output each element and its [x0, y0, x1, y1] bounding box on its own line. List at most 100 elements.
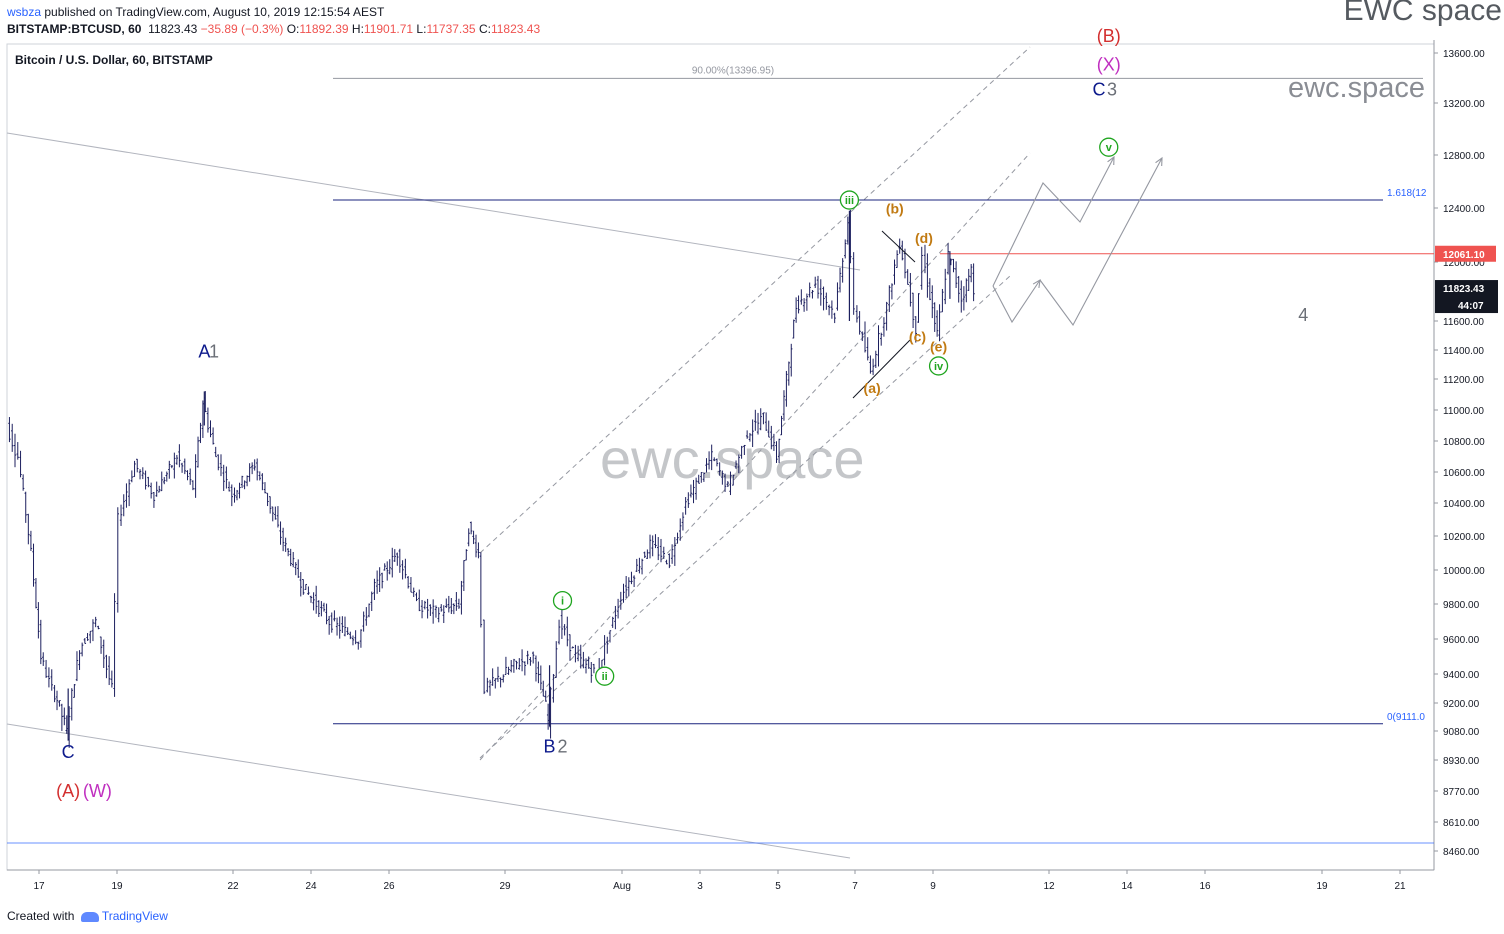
x-tick-label: 16 [1199, 881, 1211, 892]
chart-legend-title: Bitcoin / U.S. Dollar, 60, BITSTAMP [15, 53, 213, 67]
y-tick-label: 12800.00 [1443, 151, 1485, 162]
lower-trendline [6, 723, 851, 859]
upper-trendline [6, 132, 861, 271]
y-tick-label: 9080.00 [1443, 727, 1480, 738]
fib-label-0: 0(9111.0 [1387, 712, 1425, 723]
wave-label: (B) [1097, 26, 1121, 46]
y-tick-label: 10200.00 [1443, 532, 1485, 543]
wave-label: C [1093, 80, 1106, 100]
resistance-price-label: 12061.10 [1443, 250, 1485, 261]
symbol-label: BITSTAMP:BTCUSD, 60 [7, 22, 142, 36]
x-tick-label: Aug [613, 881, 631, 892]
y-tick-label: 10800.00 [1443, 437, 1485, 448]
last-price: 11823.43 [148, 22, 198, 36]
projection-path-2b [1039, 157, 1163, 327]
low-value: 11737.35 [426, 22, 476, 36]
wave-circle [839, 190, 860, 210]
tradingview-logo-icon[interactable] [80, 911, 99, 922]
high-label: H: [351, 22, 364, 36]
bar-countdown: 44:07 [1458, 301, 1484, 312]
projection-path-1 [992, 156, 1115, 287]
publisher-username[interactable]: wsbza [7, 5, 42, 19]
y-tick-label: 8930.00 [1443, 756, 1480, 767]
x-tick-label: 21 [1394, 881, 1406, 892]
chart-header: wsbza published on TradingView.com, Augu… [0, 0, 1504, 44]
y-tick-label: 9600.00 [1443, 635, 1480, 646]
y-tick-label: 10000.00 [1443, 566, 1485, 577]
brand-title: EWC space [1343, 0, 1502, 27]
y-tick-label: 10600.00 [1443, 468, 1485, 479]
publish-info: wsbza published on TradingView.com, Augu… [7, 5, 384, 19]
channel-lower [479, 275, 1011, 759]
x-tick-label: 14 [1121, 881, 1133, 892]
y-tick-label: 9400.00 [1443, 670, 1480, 681]
channel-upper [479, 46, 1031, 554]
subwave-label: (e) [930, 338, 947, 354]
wave-circle [552, 590, 573, 611]
projection-path-1-head [1107, 155, 1115, 166]
y-tick-label: 8770.00 [1443, 787, 1480, 798]
fib-label-90: 90.00%(13396.95) [692, 65, 774, 76]
y-tick-label: 11200.00 [1443, 375, 1484, 386]
close-value: 11823.43 [490, 22, 541, 36]
open-value: 11892.39 [299, 22, 349, 36]
wave-circle [1099, 137, 1119, 157]
low-label: L: [416, 22, 427, 36]
wave-circle-label: ii [602, 671, 608, 683]
wave-label: 3 [1107, 80, 1117, 100]
y-tick-label: 11400.00 [1443, 346, 1484, 357]
x-tick-label: 12 [1043, 881, 1055, 892]
x-tick-label: 24 [305, 881, 317, 892]
wave-circle-label: i [561, 596, 564, 608]
x-tick-label: 9 [930, 881, 936, 892]
projection-path-2b-head [1155, 156, 1163, 167]
x-tick-label: 5 [775, 881, 781, 892]
y-tick-label: 11000.00 [1443, 406, 1484, 417]
wave-label: (W) [83, 781, 112, 801]
y-tick-label: 12400.00 [1443, 204, 1485, 215]
wave-label: C [62, 742, 75, 762]
tradingview-logo-text[interactable]: TradingView [101, 909, 168, 923]
fib-label-1618: 1.618(12 [1387, 188, 1427, 199]
y-tick-label: 13600.00 [1443, 49, 1485, 60]
created-with-text: Created with [7, 909, 75, 923]
resistance-price-box [1435, 245, 1496, 262]
y-tick-label: 13200.00 [1443, 99, 1485, 110]
wave-circle [928, 356, 949, 376]
center-watermark: ewc.space [600, 427, 865, 490]
wave-circle [595, 666, 615, 686]
wave-label: 4 [1298, 305, 1308, 325]
x-tick-label: 3 [697, 881, 703, 892]
y-tick-label: 11600.00 [1443, 317, 1484, 328]
channel-middle [479, 152, 1031, 761]
wave-label: (X) [1097, 55, 1121, 75]
wave-label: B [544, 736, 556, 756]
x-tick-label: 22 [227, 881, 239, 892]
x-tick-label: 29 [499, 881, 511, 892]
y-tick-label: 9200.00 [1443, 699, 1480, 710]
projection-path-2a [992, 279, 1041, 324]
wave-label: 2 [558, 736, 568, 756]
y-tick-label: 8460.00 [1443, 847, 1480, 858]
ohlc-line: BITSTAMP:BTCUSD, 60 11823.43 −35.89 (−0.… [7, 22, 540, 36]
last-price-box [1435, 280, 1498, 314]
corner-watermark: ewc.space [1288, 72, 1425, 104]
x-tick-label: 17 [33, 881, 45, 892]
close-label: C: [478, 22, 491, 36]
publish-text: published on TradingView.com, August 10,… [41, 5, 385, 19]
wave-label: (A) [56, 781, 80, 801]
open-label: O: [286, 22, 300, 36]
x-tick-label: 19 [111, 881, 123, 892]
y-tick-label: 9800.00 [1443, 600, 1480, 611]
triangle-upper-line [881, 230, 916, 263]
x-tick-label: 7 [852, 881, 858, 892]
wave-circle-label: iv [934, 361, 944, 373]
plot-area[interactable] [6, 43, 1435, 871]
wave-label: A [198, 341, 210, 361]
last-price-label: 11823.43 [1443, 284, 1485, 295]
wave-circle-label: v [1106, 142, 1113, 154]
x-tick-label: 26 [383, 881, 395, 892]
triangle-lower-line [852, 339, 911, 399]
price-change: −35.89 (−0.3%) [200, 22, 284, 36]
